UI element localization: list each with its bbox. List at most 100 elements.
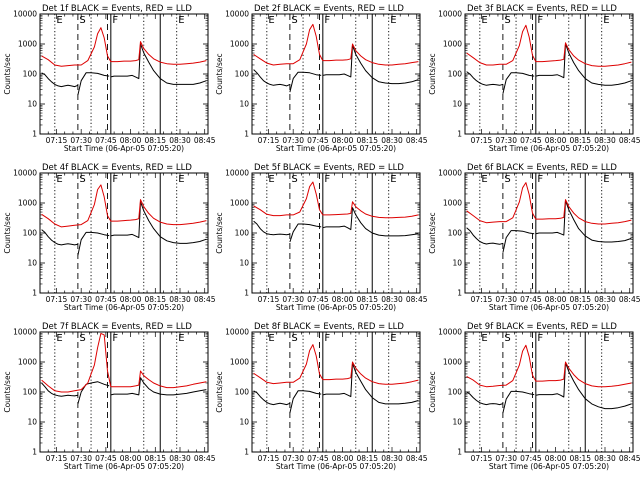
time-marker-label: E bbox=[390, 174, 396, 185]
x-tick-label: 08:15 bbox=[356, 136, 378, 145]
x-tick-label: 07:15 bbox=[258, 136, 280, 145]
time-marker-label: S bbox=[504, 333, 510, 344]
y-axis-label: Counts/sec bbox=[428, 212, 437, 253]
x-tick-label: 08:45 bbox=[406, 295, 428, 304]
series-lld-line bbox=[253, 23, 419, 66]
y-tick-label: 10 bbox=[239, 100, 249, 109]
y-tick-label: 1000 bbox=[230, 358, 249, 367]
y-tick-label: 10000 bbox=[13, 10, 37, 19]
y-tick-label: 1 bbox=[32, 289, 37, 298]
x-tick-label: 07:45 bbox=[95, 454, 117, 463]
series-events-line bbox=[41, 382, 79, 397]
time-marker-label: F bbox=[537, 174, 543, 185]
x-tick-label: 08:00 bbox=[545, 454, 567, 463]
series-events-line bbox=[535, 43, 632, 86]
x-tick-label: 08:45 bbox=[194, 295, 216, 304]
time-marker-label: E bbox=[268, 333, 274, 344]
series-events-line bbox=[535, 200, 632, 243]
time-marker-label: F bbox=[112, 333, 118, 344]
panel-title: Det 3f BLACK = Events, RED = LLD bbox=[467, 4, 617, 14]
y-tick-label: 100 bbox=[23, 229, 38, 238]
panel-4: Det 4f BLACK = Events, RED = LLD 1 10 100 10… bbox=[3, 163, 216, 312]
panel-title: Det 5f BLACK = Events, RED = LLD bbox=[254, 163, 404, 173]
x-tick-label: 07:15 bbox=[46, 295, 68, 304]
x-tick-label: 08:30 bbox=[169, 454, 191, 463]
time-marker-label: F bbox=[324, 174, 330, 185]
time-marker-label: F bbox=[537, 15, 543, 26]
y-tick-label: 100 bbox=[235, 229, 250, 238]
time-marker-label: E bbox=[603, 174, 609, 185]
panel-title: Det 2f BLACK = Events, RED = LLD bbox=[254, 4, 404, 14]
x-tick-label: 07:45 bbox=[520, 454, 542, 463]
y-tick-label: 10 bbox=[27, 418, 37, 427]
series-lld-line bbox=[253, 344, 419, 385]
y-tick-label: 1 bbox=[457, 130, 462, 139]
x-tick-label: 08:45 bbox=[619, 136, 640, 145]
time-marker-label: E bbox=[56, 174, 62, 185]
x-tick-label: 07:45 bbox=[307, 136, 329, 145]
x-tick-label: 08:30 bbox=[381, 136, 403, 145]
y-tick-label: 1 bbox=[244, 289, 249, 298]
series-lld-line bbox=[466, 344, 632, 388]
x-axis-label: Start Time (06-Apr-05 07:05:20) bbox=[489, 303, 609, 312]
x-tick-label: 07:15 bbox=[471, 136, 493, 145]
y-tick-label: 10000 bbox=[13, 328, 37, 337]
x-tick-label: 07:30 bbox=[70, 295, 92, 304]
panel-2: Det 2f BLACK = Events, RED = LLD 1 10 100 10… bbox=[215, 4, 428, 153]
y-tick-label: 1 bbox=[32, 130, 37, 139]
x-tick-label: 08:00 bbox=[545, 136, 567, 145]
x-tick-label: 07:30 bbox=[495, 454, 517, 463]
x-tick-label: 08:45 bbox=[406, 136, 428, 145]
time-marker-label: E bbox=[481, 174, 487, 185]
x-tick-label: 08:45 bbox=[619, 295, 640, 304]
y-tick-label: 1 bbox=[244, 130, 249, 139]
time-marker-label: E bbox=[481, 333, 487, 344]
x-tick-label: 08:15 bbox=[144, 295, 166, 304]
y-tick-label: 100 bbox=[448, 70, 463, 79]
detector-panels-grid: Det 1f BLACK = Events, RED = LLD11010010… bbox=[3, 4, 640, 471]
series-events-line bbox=[289, 223, 322, 243]
panel-9: Det 9f BLACK = Events, RED = LLD 1 10 100 10… bbox=[428, 322, 640, 471]
panel-5: Det 5f BLACK = Events, RED = LLD 1 10 100 10… bbox=[215, 163, 428, 312]
time-marker-label: S bbox=[291, 15, 297, 26]
series-events-line bbox=[289, 71, 322, 93]
x-axis-label: Start Time (06-Apr-05 07:05:20) bbox=[276, 144, 396, 153]
time-marker-label: S bbox=[504, 174, 510, 185]
series-events-line bbox=[77, 72, 110, 96]
time-marker-label: F bbox=[112, 174, 118, 185]
y-tick-label: 1000 bbox=[443, 199, 462, 208]
time-marker-label: F bbox=[537, 333, 543, 344]
time-marker-label: S bbox=[79, 15, 85, 26]
y-tick-label: 1000 bbox=[18, 199, 37, 208]
x-tick-label: 08:45 bbox=[194, 454, 216, 463]
time-marker-label: F bbox=[112, 15, 118, 26]
x-tick-label: 08:00 bbox=[120, 136, 142, 145]
x-tick-label: 08:00 bbox=[545, 295, 567, 304]
x-tick-label: 07:45 bbox=[520, 136, 542, 145]
panel-title: Det 8f BLACK = Events, RED = LLD bbox=[254, 322, 404, 332]
y-tick-label: 10 bbox=[239, 418, 249, 427]
series-events-line bbox=[41, 72, 79, 88]
x-tick-label: 08:30 bbox=[594, 295, 616, 304]
y-tick-label: 10000 bbox=[225, 10, 249, 19]
y-tick-label: 10000 bbox=[438, 169, 462, 178]
series-events-line bbox=[535, 362, 632, 410]
time-marker-label: E bbox=[178, 174, 184, 185]
x-tick-label: 08:00 bbox=[120, 454, 142, 463]
time-marker-label: E bbox=[603, 15, 609, 26]
series-events-line bbox=[77, 231, 110, 256]
y-tick-label: 1000 bbox=[230, 199, 249, 208]
y-tick-label: 1 bbox=[244, 448, 249, 457]
y-axis-label: Counts/sec bbox=[428, 371, 437, 412]
y-tick-label: 10 bbox=[27, 259, 37, 268]
x-tick-label: 08:15 bbox=[356, 295, 378, 304]
time-marker-label: E bbox=[178, 333, 184, 344]
series-events-line bbox=[322, 207, 419, 237]
y-tick-label: 10000 bbox=[225, 169, 249, 178]
x-tick-label: 08:15 bbox=[569, 454, 591, 463]
series-lld-line bbox=[253, 181, 419, 219]
panel-title: Det 4f BLACK = Events, RED = LLD bbox=[42, 163, 192, 173]
x-tick-label: 08:45 bbox=[406, 454, 428, 463]
x-tick-label: 07:30 bbox=[70, 136, 92, 145]
